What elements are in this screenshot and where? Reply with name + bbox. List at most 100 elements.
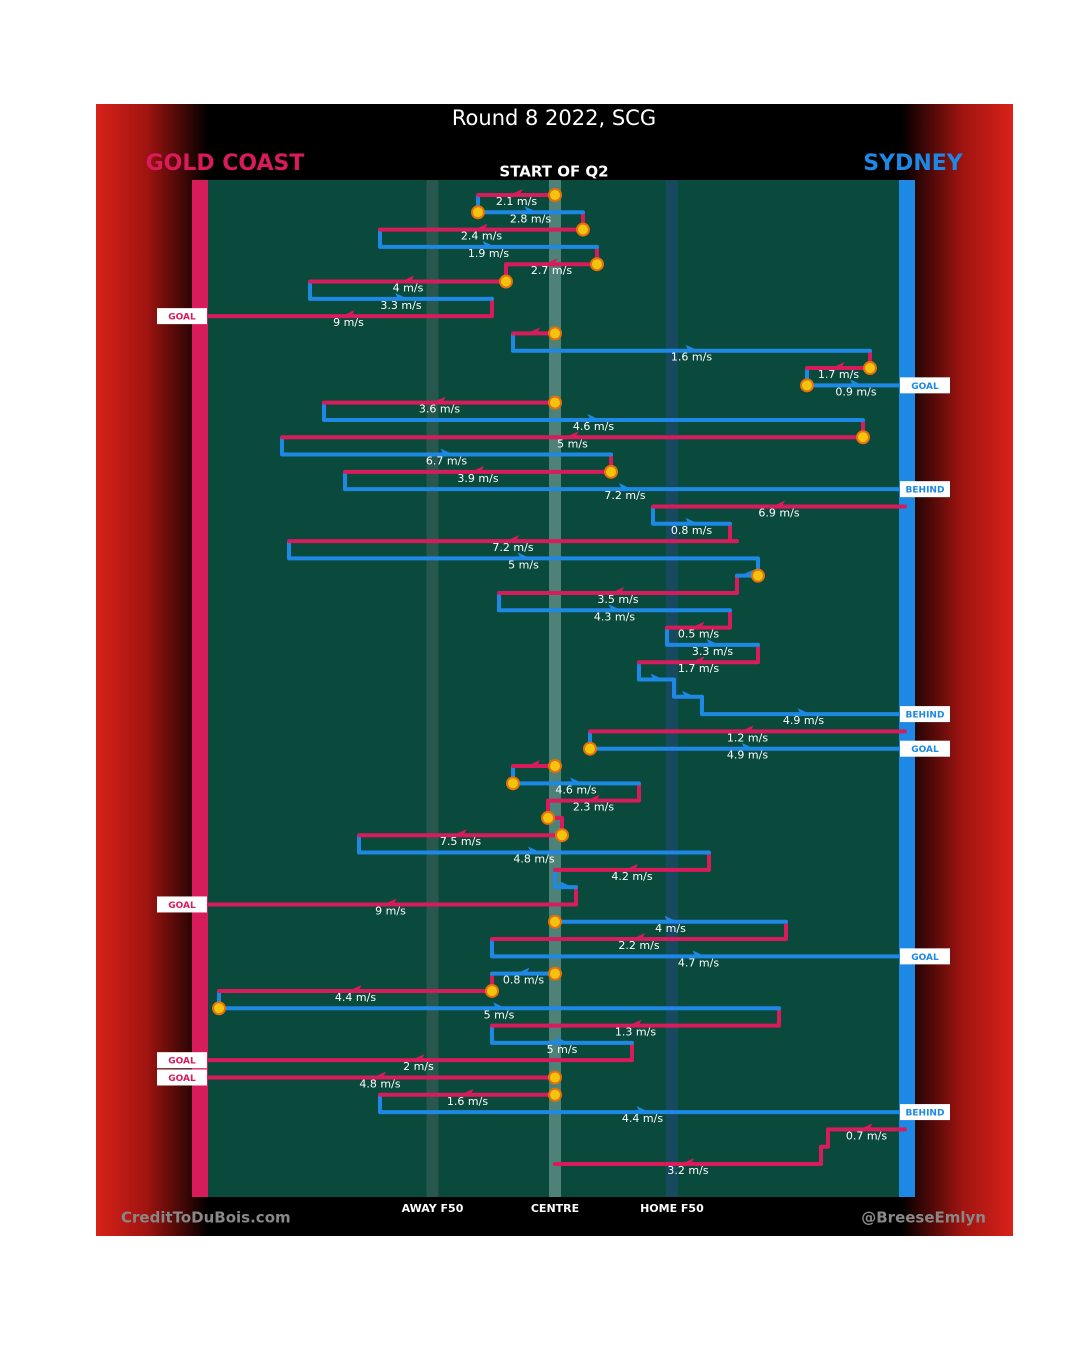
arrow (859, 1123, 873, 1132)
result-label: GOAL (911, 382, 939, 392)
result-box (900, 1104, 950, 1121)
arrow (586, 794, 600, 803)
arrow (471, 465, 484, 474)
speed-label: 4 m/s (393, 282, 424, 295)
speed-label: 7.5 m/s (440, 835, 481, 848)
arrow (691, 621, 705, 630)
stoppage (548, 1087, 562, 1102)
arrow (517, 552, 531, 561)
arrow (524, 206, 538, 215)
result-box (157, 308, 207, 325)
result-box (157, 1052, 207, 1069)
stoppage (604, 464, 618, 479)
arrow (482, 240, 496, 249)
arrow (474, 223, 488, 232)
team-name: SYDNEY (863, 151, 963, 176)
stoppage (751, 568, 765, 583)
stoppage (548, 1070, 562, 1085)
arrow (453, 829, 467, 838)
arrow (692, 950, 706, 959)
arrow (664, 915, 678, 924)
arrow (685, 344, 699, 353)
speed-label: 2.1 m/s (496, 195, 537, 208)
arrow (685, 517, 699, 526)
stoppage (548, 188, 562, 202)
speed-label: 4.9 m/s (783, 714, 824, 727)
result-box (157, 1069, 207, 1086)
speed-label: 0.8 m/s (671, 524, 712, 537)
arrow (850, 379, 863, 388)
speed-label: 7.2 m/s (492, 541, 533, 554)
arrow (632, 933, 645, 942)
arrow (341, 310, 355, 319)
team-post (899, 180, 915, 1197)
stoppage (548, 326, 562, 341)
arrow (797, 708, 811, 717)
arrow (527, 327, 540, 336)
field-band (426, 180, 439, 1197)
stoppage (541, 810, 555, 825)
arrow (509, 189, 523, 197)
speed-label: 4 m/s (655, 922, 686, 935)
speed-label: 1.7 m/s (678, 662, 719, 675)
arrow (740, 725, 754, 734)
speed-label: 4.6 m/s (555, 783, 596, 796)
stoppage (555, 828, 569, 843)
speed-label: 3.6 m/s (419, 403, 460, 416)
arrow (528, 846, 541, 855)
arrow (831, 362, 845, 371)
speed-label: 3.5 m/s (597, 593, 638, 606)
title: Round 8 2022, SCG (452, 106, 656, 130)
stoppage (548, 966, 562, 981)
result-box (900, 740, 950, 757)
arrow (527, 760, 540, 769)
speed-label: 6.9 m/s (758, 506, 799, 519)
stoppage (506, 776, 520, 791)
result-label: BEHIND (906, 486, 945, 496)
speed-label: 1.6 m/s (671, 351, 712, 364)
speed-label: 4.2 m/s (611, 870, 652, 883)
speed-label: 1.9 m/s (468, 247, 509, 260)
arrow (628, 1019, 642, 1028)
arrow (516, 967, 530, 976)
arrow (740, 569, 754, 578)
speed-label: 7.2 m/s (604, 489, 645, 502)
speed-label: 3.3 m/s (692, 645, 733, 658)
arrow (565, 431, 579, 440)
speed-label: 2.4 m/s (461, 230, 502, 243)
speed-label: 2.8 m/s (510, 212, 551, 225)
speed-label: 4.3 m/s (594, 610, 635, 623)
result-box (900, 706, 950, 723)
speed-label: 3.9 m/s (457, 472, 498, 485)
speed-label: 5 m/s (508, 558, 539, 571)
speed-label: 4.4 m/s (335, 991, 376, 1004)
arrow (556, 1036, 569, 1045)
arrow (440, 448, 454, 457)
arrow (625, 863, 638, 872)
arrow (682, 690, 695, 699)
arrow (493, 1002, 506, 1011)
result-box (157, 896, 207, 913)
arrow (691, 656, 705, 665)
speed-label: 4.4 m/s (622, 1112, 663, 1125)
arrow (772, 500, 785, 509)
stoppage (212, 1001, 226, 1016)
left-panel (96, 104, 208, 1236)
field-band (549, 180, 561, 1197)
arrow (706, 638, 720, 647)
x-tick-label: HOME F50 (640, 1202, 704, 1215)
arrow (411, 1054, 425, 1063)
team-name: GOLD COAST (146, 151, 305, 176)
arrow (559, 881, 573, 890)
stoppage (485, 983, 499, 998)
result-box (900, 948, 950, 965)
speed-label: 4.8 m/s (513, 853, 554, 866)
arrow (401, 275, 414, 284)
stoppage (548, 914, 562, 929)
speed-label: 3.2 m/s (667, 1164, 708, 1177)
arrow (681, 1158, 694, 1166)
credit: @BreeseEmlyn (861, 1209, 986, 1227)
speed-label: 9 m/s (375, 904, 406, 917)
speed-label: 2.2 m/s (618, 939, 659, 952)
speed-label: 1.6 m/s (447, 1095, 488, 1108)
